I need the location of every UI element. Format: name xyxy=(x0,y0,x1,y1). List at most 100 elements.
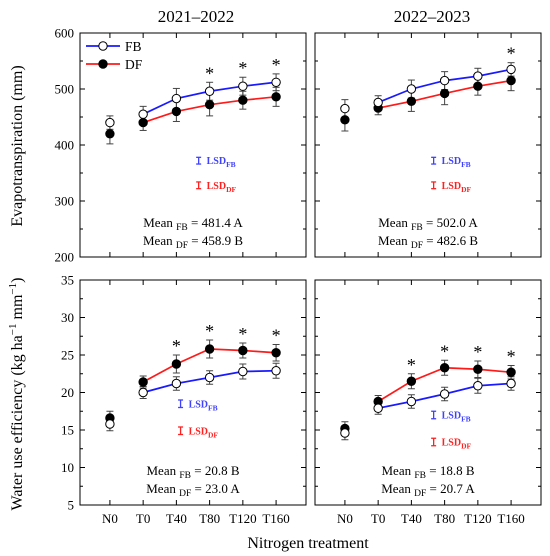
y-tick-label: 30 xyxy=(61,310,74,325)
data-point-DF xyxy=(406,376,417,386)
data-point-DF xyxy=(473,364,483,374)
lsd-label-FB: LSDFB xyxy=(189,399,218,412)
column-title-right: 2022–2023 xyxy=(394,7,471,26)
data-point-FB xyxy=(373,403,383,413)
mean-annotation: Mean DF = 20.7 A xyxy=(381,481,475,499)
x-tick-label: T160 xyxy=(497,511,524,526)
data-point-FB xyxy=(473,71,483,81)
mean-subscript: DF xyxy=(176,241,188,251)
x-tick-label: T80 xyxy=(434,511,455,526)
significance-star: * xyxy=(238,58,247,78)
data-point-DF xyxy=(506,75,516,86)
mean-word: Mean xyxy=(146,481,179,496)
legend-marker-FB xyxy=(98,41,108,51)
mean-value: = 458.9 B xyxy=(188,233,243,248)
mean-value: = 20.7 A xyxy=(426,481,475,496)
lsd-label-FB: LSDFB xyxy=(442,156,471,169)
mean-annotation: Mean DF = 482.6 B xyxy=(378,233,478,251)
mean-value: = 481.4 A xyxy=(188,215,244,230)
mean-value: = 20.8 B xyxy=(191,463,240,478)
data-point-DF xyxy=(340,115,350,125)
data-point-FB xyxy=(406,396,417,407)
data-point-DF xyxy=(439,363,450,373)
x-tick-label: N0 xyxy=(337,511,353,526)
mean-annotation: Mean FB = 502.0 A xyxy=(378,215,478,233)
mean-subscript: FB xyxy=(179,471,191,481)
data-point-DF xyxy=(171,106,182,117)
data-point-FB xyxy=(439,75,450,86)
significance-star: * xyxy=(172,336,181,356)
mean-word: Mean xyxy=(378,233,411,248)
data-point-DF xyxy=(238,345,248,356)
y-axis-label-bottom: Water use efficiency (kg ha−1 mm−1) xyxy=(7,278,26,511)
y-label-sup1: −1 xyxy=(7,324,19,336)
lsd-label-DF: LSDDF xyxy=(207,181,237,194)
data-point-FB xyxy=(138,387,148,398)
data-point-DF xyxy=(238,95,248,105)
lsd-label-main: LSD xyxy=(207,156,226,167)
mean-value: = 502.0 A xyxy=(423,215,479,230)
y-label-sup2: −1 xyxy=(7,283,19,295)
data-point-DF xyxy=(439,88,450,99)
y-tick-label: 15 xyxy=(61,423,74,438)
lsd-label-sub: FB xyxy=(208,403,218,412)
x-tick-label: T0 xyxy=(136,511,150,526)
data-point-DF xyxy=(138,377,148,387)
data-point-FB xyxy=(271,77,281,87)
mean-subscript: FB xyxy=(176,223,188,233)
mean-word: Mean xyxy=(378,215,411,230)
lsd-label-main: LSD xyxy=(189,426,208,437)
data-point-FB xyxy=(506,64,516,75)
lsd-label-sub: DF xyxy=(461,185,471,194)
y-tick-label: 500 xyxy=(55,82,75,97)
lsd-label-sub: DF xyxy=(226,185,236,194)
lsd-label-main: LSD xyxy=(207,181,226,192)
lsd-label-DF: LSDDF xyxy=(442,181,472,194)
lsd-label-sub: DF xyxy=(208,430,218,439)
data-point-FB xyxy=(271,366,281,376)
y-tick-label: 300 xyxy=(55,194,75,209)
data-point-FB xyxy=(340,103,350,114)
mean-annotation: Mean DF = 23.0 A xyxy=(146,481,240,499)
data-point-DF xyxy=(271,92,281,102)
data-point-FB xyxy=(238,366,248,377)
mean-value: = 23.0 A xyxy=(191,481,240,496)
mean-word: Mean xyxy=(143,215,176,230)
x-tick-label: T80 xyxy=(199,511,220,526)
data-point-FB xyxy=(138,109,148,119)
significance-star: * xyxy=(205,63,214,83)
y-label-main: Water use efficiency (kg ha xyxy=(9,335,26,510)
y-tick-label: 25 xyxy=(61,348,74,363)
data-point-DF xyxy=(271,348,281,358)
x-tick-label: T40 xyxy=(401,511,422,526)
lsd-label-sub: DF xyxy=(461,442,471,451)
legend-label-FB: FB xyxy=(125,39,142,54)
data-point-DF xyxy=(105,129,115,139)
data-point-FB xyxy=(373,97,383,108)
mean-annotation: Mean FB = 481.4 A xyxy=(143,215,243,233)
mean-word: Mean xyxy=(143,233,176,248)
data-point-DF xyxy=(506,367,516,377)
mean-subscript: FB xyxy=(414,471,426,481)
data-point-FB xyxy=(506,378,516,389)
data-point-FB xyxy=(238,81,248,91)
data-point-DF xyxy=(138,117,148,128)
mean-subscript: DF xyxy=(179,489,191,499)
y-tick-label: 35 xyxy=(61,273,74,288)
y-tick-label: 20 xyxy=(61,385,74,400)
lsd-label-FB: LSDFB xyxy=(207,156,236,169)
x-tick-label: T120 xyxy=(464,511,491,526)
mean-annotation: Mean FB = 18.8 B xyxy=(382,463,475,481)
significance-star: * xyxy=(507,347,516,367)
x-tick-label: T0 xyxy=(371,511,385,526)
significance-star: * xyxy=(272,55,281,75)
data-point-DF xyxy=(204,99,215,110)
significance-star: * xyxy=(507,44,516,64)
x-tick-label: N0 xyxy=(102,511,118,526)
lsd-label-main: LSD xyxy=(442,411,461,422)
y-tick-label: 400 xyxy=(55,138,75,153)
